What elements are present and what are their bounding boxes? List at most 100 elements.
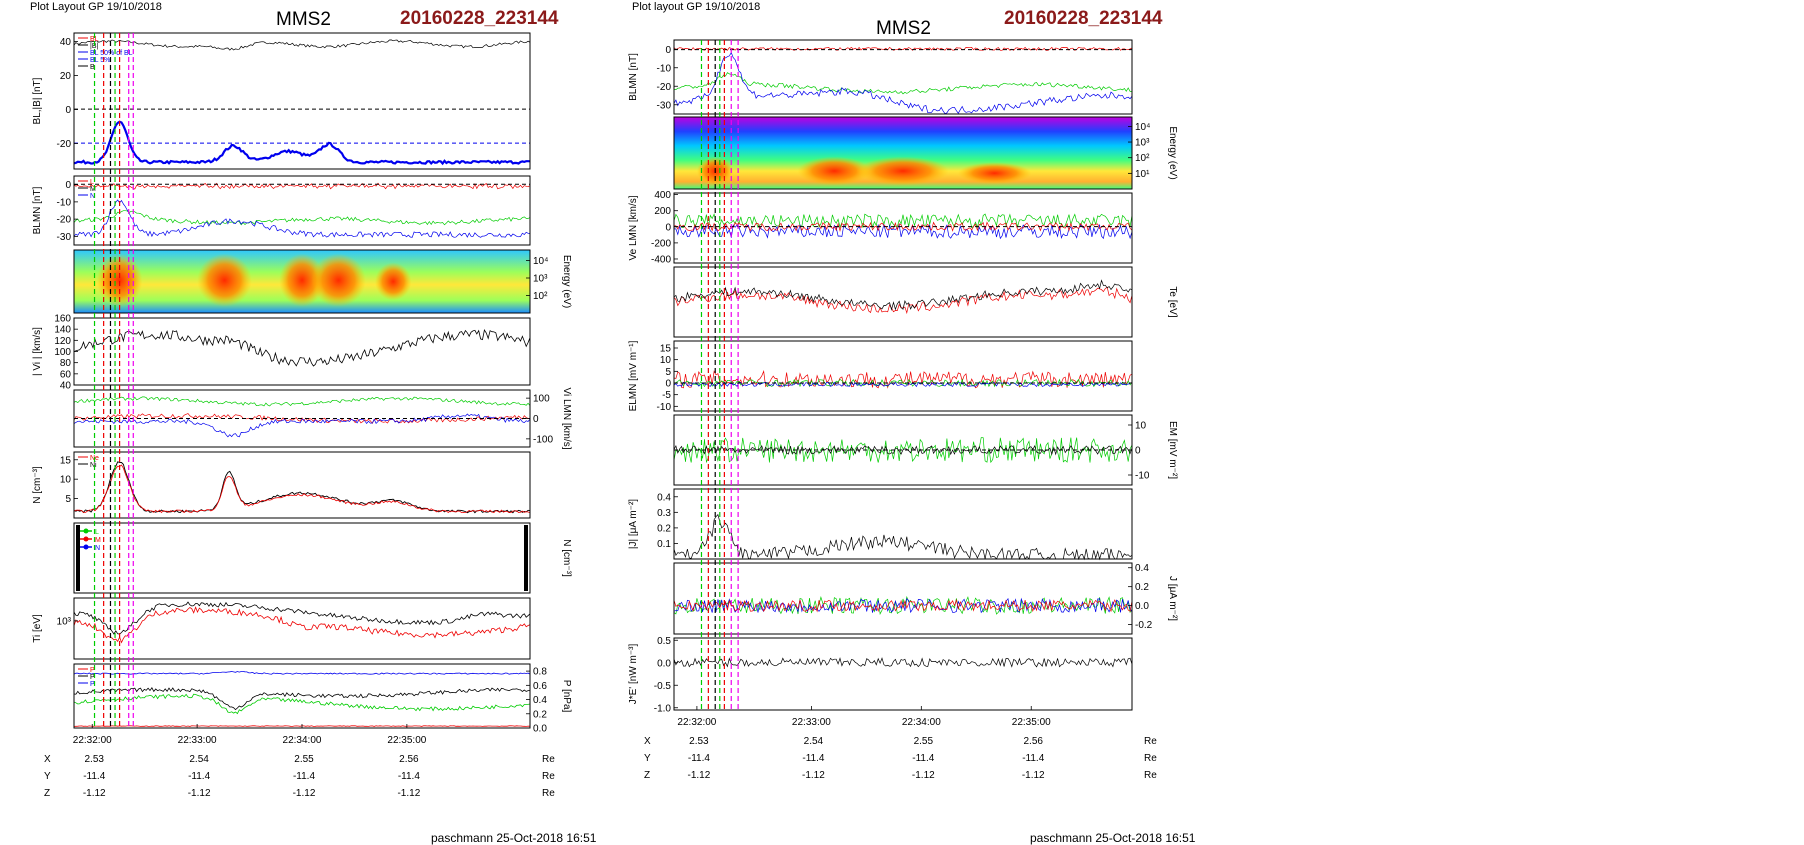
- series-blue: [673, 381, 1133, 388]
- ephemeris-value: 2.54: [804, 736, 824, 747]
- y-tick-label: -100: [533, 434, 553, 445]
- y-axis-label: | Vi | [km/s]: [32, 327, 43, 376]
- series-black: [673, 279, 1133, 311]
- ephemeris-row-label: Z: [44, 788, 50, 799]
- series-blue: [73, 413, 531, 438]
- ephemeris-unit: Re: [1144, 736, 1157, 747]
- legend-label: B: [90, 64, 95, 71]
- panel-left-3: 10⁴ 10³ 10² Energy (eV): [73, 249, 572, 314]
- x-tick-label: 22:34:00: [902, 717, 941, 728]
- y-axis-label: BLMN [nT]: [628, 53, 639, 101]
- series-green: [73, 396, 531, 407]
- panel-frame: [73, 451, 531, 519]
- y-tick-label: 5: [665, 367, 671, 378]
- series-green: [73, 693, 531, 715]
- panel-right-2: 10⁴ 10³ 10² 10¹ Energy (eV): [673, 116, 1178, 190]
- panel-right-8: 0.4 0.2 0.0 -0.2 J [μA m⁻²]: [673, 562, 1178, 635]
- y-tick-label: -10: [57, 197, 72, 208]
- ephemeris-value: 2.55: [914, 736, 934, 747]
- y-tick-label: -0.2: [1135, 620, 1153, 631]
- ephemeris-value: -1.12: [293, 788, 316, 799]
- y-tick-label: 80: [60, 358, 72, 369]
- legend-marker: [83, 536, 89, 542]
- panel-frame: [73, 522, 531, 594]
- x-tick-label: 22:33:00: [792, 717, 831, 728]
- y-tick-label: 400: [654, 190, 671, 201]
- y-tick-label: 10: [1135, 421, 1147, 432]
- y-axis-label: J [μA m⁻²]: [1167, 576, 1178, 621]
- right-layout-label: Plot layout GP 19/10/2018: [632, 1, 761, 13]
- y-tick-label: -10: [657, 63, 672, 74]
- y-tick-label: 10³: [57, 616, 72, 627]
- panel-frame: [73, 317, 531, 386]
- ephemeris-value: -1.12: [1022, 770, 1045, 781]
- left-event-id: 20160228_223144: [400, 8, 559, 29]
- y-tick-label: 40: [60, 37, 72, 48]
- panel-frame: [73, 32, 531, 170]
- ephemeris-value: -11.4: [398, 771, 420, 782]
- panel-frame: [73, 249, 531, 314]
- series-green: [673, 213, 1133, 229]
- y-tick-label: 120: [54, 336, 71, 347]
- series-black: [73, 687, 531, 711]
- panel-frame: [673, 637, 1133, 711]
- y-tick-label: 0.4: [657, 492, 671, 503]
- ephemeris-value: -11.4: [912, 753, 934, 764]
- y-tick-label: 10³: [533, 274, 548, 285]
- edge-bar: [524, 525, 528, 591]
- series-green: [673, 595, 1133, 616]
- y-tick-label: 10²: [1135, 153, 1150, 164]
- panel-right-4: Te [eV]: [673, 266, 1178, 338]
- series-red: [673, 598, 1133, 613]
- ephemeris-value: -11.4: [688, 753, 710, 764]
- y-tick-label: 0.4: [533, 695, 547, 706]
- panel-frame: [673, 340, 1133, 412]
- y-tick-label: -200: [651, 238, 671, 249]
- y-tick-label: -30: [657, 100, 672, 111]
- y-tick-label: -20: [657, 82, 672, 93]
- series-blue: [73, 120, 531, 166]
- y-tick-label: -30: [57, 232, 72, 243]
- ephemeris-value: -1.12: [802, 770, 825, 781]
- ephemeris-value: -1.12: [188, 788, 211, 799]
- legend-label: P: [90, 667, 95, 674]
- y-tick-label: 0.6: [533, 681, 547, 692]
- x-tick-label: 22:33:00: [178, 735, 217, 746]
- y-axis-label: N [cm⁻³]: [32, 466, 43, 504]
- panel-right-1: 0 -10 -20 -30 BLMN [nT]: [628, 39, 1133, 115]
- series-red: [73, 182, 531, 190]
- y-tick-label: 0: [665, 222, 671, 233]
- y-tick-label: 0.1: [657, 539, 671, 550]
- panel-frame: [673, 192, 1133, 264]
- y-axis-label: Ti [eV]: [32, 614, 43, 643]
- y-tick-label: 10⁴: [533, 256, 548, 267]
- y-tick-label: 140: [54, 325, 71, 336]
- panel-frame: [673, 488, 1133, 560]
- y-tick-label: 0.2: [657, 523, 671, 534]
- y-tick-label: -20: [57, 139, 72, 150]
- y-axis-label: ELMN [mV m⁻¹]: [628, 340, 639, 411]
- spectrogram-hotspot: [311, 253, 366, 307]
- panel-frame: [673, 116, 1133, 190]
- spectrogram-hotspot: [857, 156, 949, 186]
- panel-left-8: 10³ Ti [eV]: [32, 597, 531, 660]
- series-blue: [73, 199, 531, 238]
- legend-label: L: [95, 529, 99, 536]
- y-axis-label: N [cm⁻³]: [561, 539, 572, 577]
- spectrogram-hotspot: [96, 253, 143, 307]
- y-tick-label: 0.0: [657, 658, 671, 669]
- y-axis-label: Vi LMN [km/s]: [561, 387, 572, 449]
- series-green: [674, 72, 1133, 95]
- y-axis-label: Te [eV]: [1167, 286, 1178, 317]
- ephemeris-unit: Re: [542, 754, 555, 765]
- y-tick-label: 0.5: [657, 636, 671, 647]
- y-tick-label: 100: [54, 347, 71, 358]
- ephemeris-value: -1.12: [397, 788, 420, 799]
- series-black: [673, 513, 1133, 561]
- y-tick-label: 10²: [533, 291, 548, 302]
- right-event-id: 20160228_223144: [1004, 8, 1163, 29]
- ephemeris-value: -11.4: [83, 771, 105, 782]
- y-tick-label: 0.3: [657, 508, 671, 519]
